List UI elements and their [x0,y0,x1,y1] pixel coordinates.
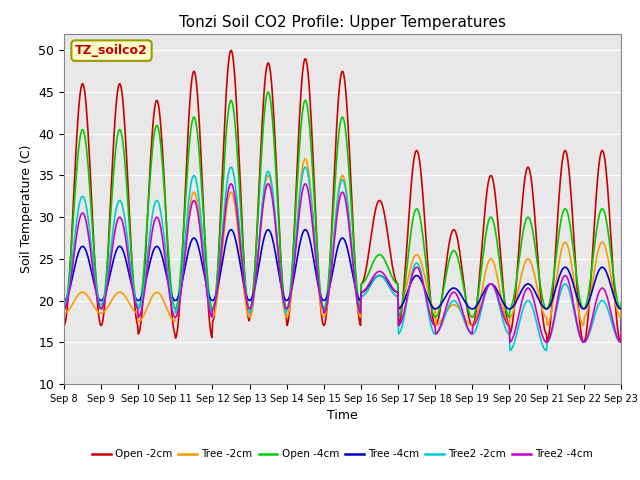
Tree -4cm [240,281,248,287]
Tree -2cm [268,189,276,195]
Open -4cm [506,314,513,320]
Legend: Open -2cm, Tree -2cm, Open -4cm, Tree -4cm, Tree2 -2cm, Tree2 -4cm: Open -2cm, Tree -2cm, Open -4cm, Tree -4… [88,445,597,464]
Open -2cm [240,255,248,261]
Open -2cm [617,339,625,345]
Tree2 -4cm [227,181,235,187]
Tree2 -2cm [456,307,464,313]
Open -4cm [423,272,431,277]
Tree -2cm [130,307,138,313]
X-axis label: Time: Time [327,409,358,422]
Open -4cm [292,210,300,216]
Line: Tree -4cm: Tree -4cm [64,230,640,309]
Line: Tree -2cm: Tree -2cm [64,159,640,325]
Tree2 -2cm [269,192,277,197]
Tree -2cm [239,278,246,284]
Tree2 -4cm [130,293,138,299]
Tree -4cm [60,298,68,303]
Tree -4cm [423,293,431,299]
Tree2 -4cm [60,306,68,312]
Tree2 -2cm [240,273,248,279]
Title: Tonzi Soil CO2 Profile: Upper Temperatures: Tonzi Soil CO2 Profile: Upper Temperatur… [179,15,506,30]
Tree2 -4cm [617,339,625,345]
Tree -4cm [227,227,235,233]
Y-axis label: Soil Temperature (C): Soil Temperature (C) [20,144,33,273]
Open -2cm [130,288,138,294]
Tree -2cm [456,308,464,313]
Tree -4cm [269,239,277,244]
Open -2cm [60,323,68,328]
Tree2 -2cm [292,241,300,247]
Tree2 -2cm [423,303,431,309]
Open -4cm [456,267,464,273]
Line: Open -4cm: Open -4cm [64,92,640,317]
Open -4cm [264,89,272,95]
Tree -2cm [301,156,309,162]
Tree -2cm [291,252,299,257]
Open -2cm [423,253,431,259]
Open -2cm [269,101,277,107]
Tree2 -4cm [456,301,464,307]
Tree2 -2cm [60,302,68,308]
Tree -2cm [60,310,68,316]
Tree -4cm [456,291,464,297]
Tree2 -4cm [292,249,300,254]
Open -4cm [130,281,138,287]
Tree -4cm [292,265,300,271]
Line: Open -2cm: Open -2cm [64,50,640,342]
Tree -4cm [130,290,138,296]
Line: Tree2 -2cm: Tree2 -2cm [64,167,640,350]
Tree2 -2cm [227,164,235,170]
Text: TZ_soilco2: TZ_soilco2 [75,44,148,57]
Tree2 -4cm [423,300,431,305]
Open -2cm [456,254,464,260]
Line: Tree2 -4cm: Tree2 -4cm [64,184,640,342]
Tree -2cm [423,285,431,290]
Tree2 -2cm [543,348,550,353]
Open -4cm [269,124,277,130]
Tree2 -4cm [269,201,277,207]
Open -2cm [292,200,300,205]
Open -4cm [239,245,246,251]
Tree -2cm [580,323,588,328]
Tree2 -4cm [240,277,248,283]
Open -2cm [227,48,235,53]
Open -4cm [60,306,68,312]
Tree2 -2cm [130,287,138,293]
